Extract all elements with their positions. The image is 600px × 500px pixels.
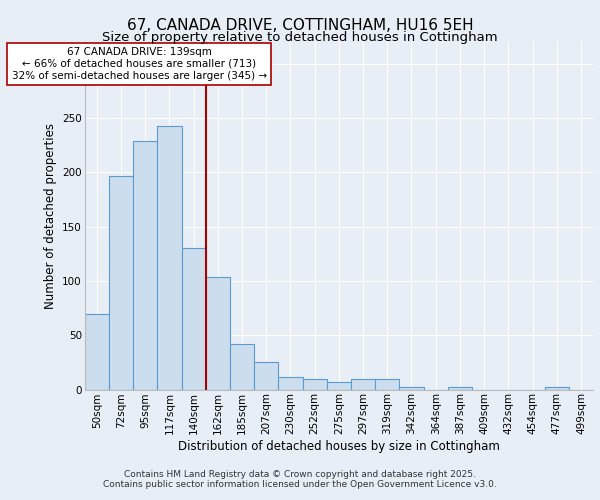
Bar (133, 141, 157, 390)
Bar (545, 388, 569, 390)
Text: Size of property relative to detached houses in Cottingham: Size of property relative to detached ho… (102, 31, 498, 44)
Bar (448, 388, 472, 390)
Bar (327, 382, 351, 390)
Bar (302, 378, 327, 390)
Text: Contains HM Land Registry data © Crown copyright and database right 2025.: Contains HM Land Registry data © Crown c… (124, 470, 476, 479)
Text: Contains public sector information licensed under the Open Government Licence v3: Contains public sector information licen… (103, 480, 497, 489)
Bar (375, 378, 400, 390)
Bar (230, 344, 254, 390)
Y-axis label: Number of detached properties: Number of detached properties (44, 123, 56, 309)
Bar (400, 388, 424, 390)
Bar (206, 276, 230, 390)
X-axis label: Distribution of detached houses by size in Cottingham: Distribution of detached houses by size … (178, 440, 500, 453)
Title: 67, CANADA DRIVE, COTTINGHAM, HU16 5EH
Size of property relative to detached hou: 67, CANADA DRIVE, COTTINGHAM, HU16 5EH S… (0, 499, 1, 500)
Text: 67, CANADA DRIVE, COTTINGHAM, HU16 5EH: 67, CANADA DRIVE, COTTINGHAM, HU16 5EH (127, 18, 473, 32)
Bar (278, 376, 302, 390)
Bar (157, 126, 182, 390)
Bar (109, 176, 133, 390)
Bar (85, 314, 109, 390)
Bar (351, 378, 375, 390)
Text: 67 CANADA DRIVE: 139sqm
← 66% of detached houses are smaller (713)
32% of semi-d: 67 CANADA DRIVE: 139sqm ← 66% of detache… (11, 48, 267, 80)
Bar (254, 362, 278, 390)
Bar (182, 248, 206, 390)
